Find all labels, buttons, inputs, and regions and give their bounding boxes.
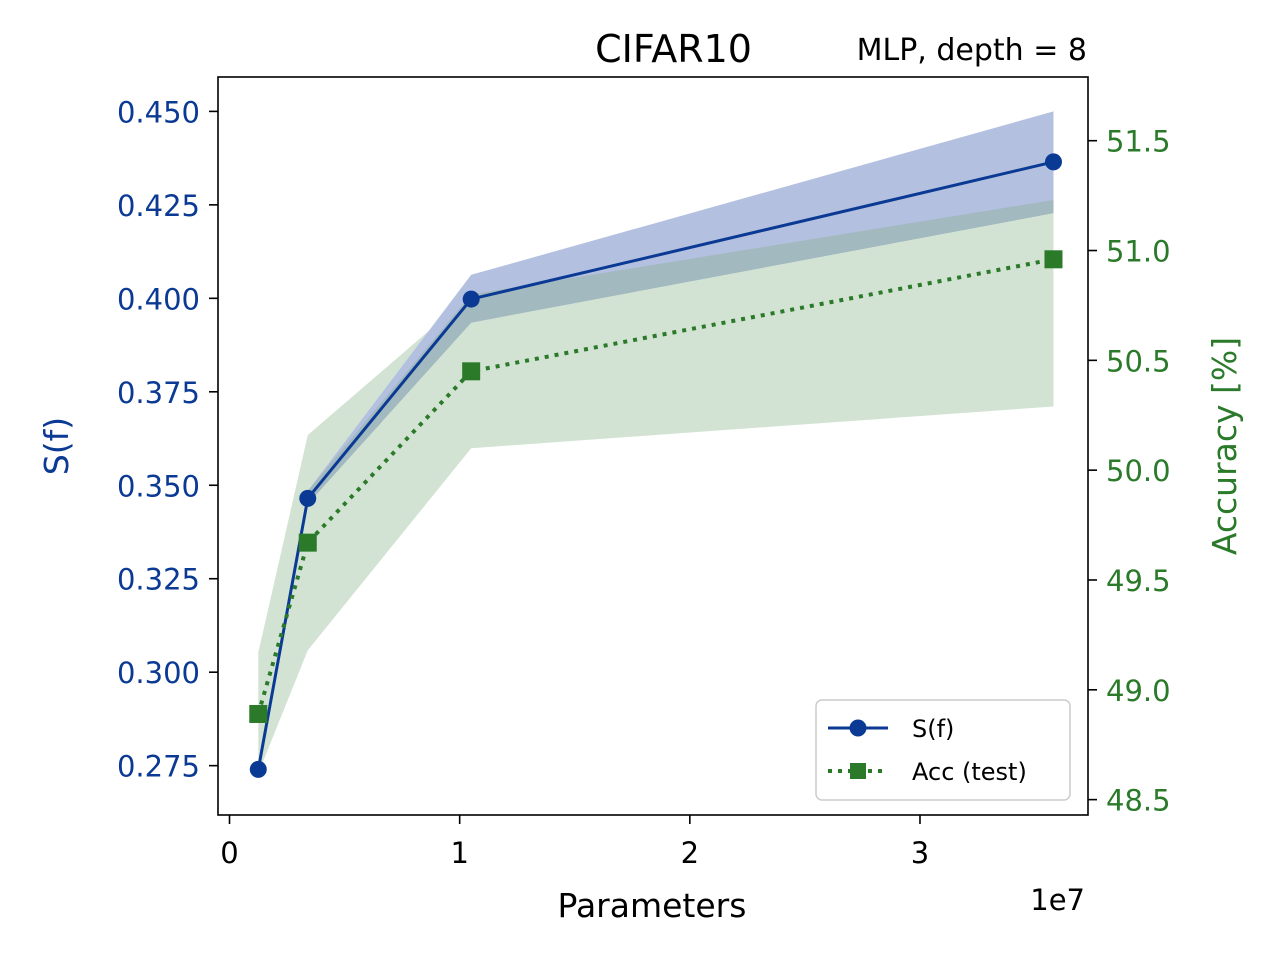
series-line-acc — [256, 257, 1054, 715]
y-right-tick-label: 49.0 — [1106, 674, 1171, 708]
legend-label-sf: S(f) — [912, 715, 954, 743]
y-left-tick-label: 0.325 — [117, 563, 200, 597]
y-left-tick-label: 0.400 — [117, 282, 200, 316]
x-tick-label: 0 — [220, 836, 238, 870]
x-axis-ticks: 0 1 2 3 — [220, 815, 929, 870]
y-left-tick-label: 0.450 — [117, 95, 200, 129]
y-right-axis-label: Accuracy [%] — [1205, 337, 1244, 555]
chart-title: CIFAR10 — [595, 27, 752, 71]
y-left-axis-label: S(f) — [37, 417, 76, 475]
band-sf — [258, 111, 1054, 775]
legend-marker-sf — [849, 719, 867, 737]
y-right-axis-ticks: 48.5 49.0 49.5 50.0 50.5 51.0 51.5 — [1088, 125, 1171, 818]
y-right-tick-label: 51.0 — [1106, 235, 1171, 269]
chart-subtitle: MLP, depth = 8 — [857, 33, 1087, 68]
x-tick-label: 3 — [911, 836, 929, 870]
y-left-tick-label: 0.300 — [117, 656, 200, 690]
point-acc — [1044, 250, 1063, 269]
plot-frame — [217, 76, 1089, 816]
legend-marker-acc — [850, 763, 866, 779]
series-markers — [249, 153, 1063, 778]
point-acc — [298, 533, 317, 552]
y-right-tick-label: 50.0 — [1106, 454, 1171, 488]
point-sf — [462, 290, 480, 308]
point-acc — [249, 704, 268, 723]
y-right-tick-label: 49.5 — [1106, 564, 1171, 598]
y-right-tick-label: 48.5 — [1106, 784, 1171, 818]
y-left-axis-ticks: 0.275 0.300 0.325 0.350 0.375 0.400 0.425 0.450 — [117, 95, 218, 784]
y-left-tick-label: 0.375 — [117, 376, 200, 410]
y-right-tick-label: 51.5 — [1106, 125, 1171, 159]
point-sf — [249, 760, 267, 778]
legend-box — [815, 699, 1071, 801]
y-right-tick-label: 50.5 — [1106, 344, 1171, 378]
y-left-tick-label: 0.275 — [117, 750, 200, 784]
x-tick-label: 1 — [450, 836, 468, 870]
x-axis-label: Parameters — [558, 886, 747, 925]
y-left-tick-label: 0.425 — [117, 189, 200, 223]
point-sf — [1044, 153, 1062, 171]
point-sf — [299, 489, 317, 507]
y-left-tick-label: 0.350 — [117, 469, 200, 503]
legend: S(f) Acc (test) — [815, 699, 1071, 801]
x-offset-label: 1e7 — [1030, 883, 1085, 917]
confidence-bands — [258, 111, 1054, 775]
legend-label-acc: Acc (test) — [912, 758, 1027, 786]
x-tick-label: 2 — [681, 836, 699, 870]
series-lines — [256, 160, 1054, 770]
point-acc — [462, 362, 481, 381]
band-acc — [258, 200, 1054, 774]
